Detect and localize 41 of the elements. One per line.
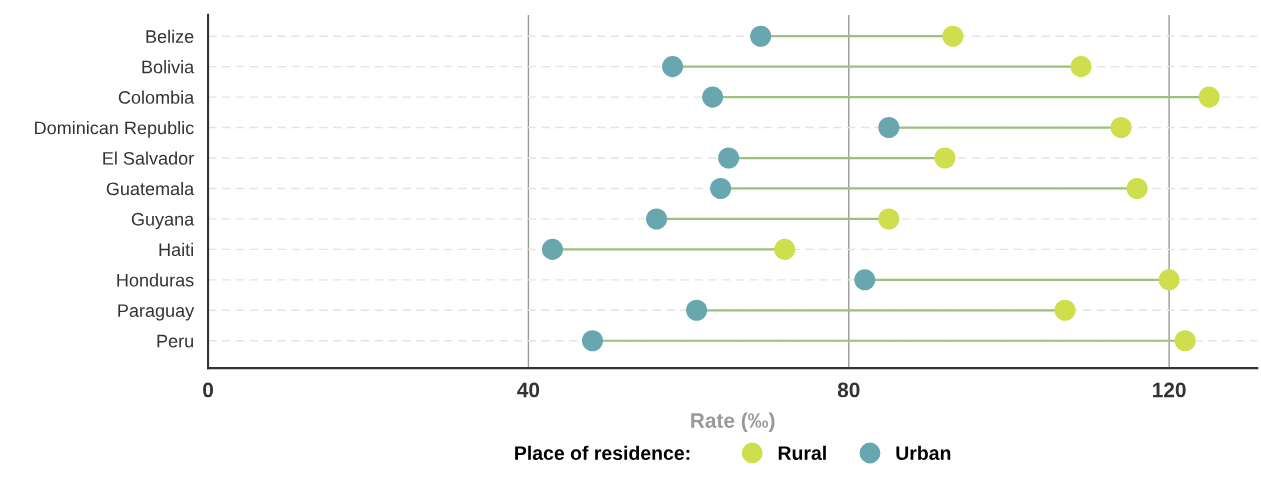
point [702, 86, 724, 108]
point [686, 299, 708, 321]
point [1070, 56, 1092, 78]
x-tick-label: 80 [837, 382, 860, 398]
y-tick-label: Guatemala [106, 181, 195, 196]
point [1174, 330, 1196, 352]
y-tick-label: Paraguay [118, 304, 195, 321]
x-tick-label: 0 [203, 382, 213, 398]
point [718, 147, 740, 169]
point [662, 56, 684, 78]
legend-title: Place of residence: [515, 445, 690, 460]
point [878, 117, 900, 139]
y-tick-label: Honduras [117, 273, 194, 287]
y-tick-label: El Salvador [103, 151, 194, 165]
y-tick-label: Guyana [131, 212, 195, 230]
point [1158, 269, 1180, 291]
y-tick-label: Haiti [159, 242, 193, 257]
point [750, 25, 772, 47]
x-tick-label: 40 [517, 382, 540, 398]
x-tick-label: 120 [1153, 382, 1186, 398]
point [878, 208, 900, 230]
y-tick-label: Dominican Republic [35, 121, 194, 138]
point [581, 330, 604, 352]
y-tick-label: Colombia [118, 90, 195, 104]
point [710, 177, 732, 200]
point [774, 238, 796, 260]
point [942, 25, 964, 47]
y-tick-label: Bolivia [142, 60, 195, 74]
y-tick-label: Peru [157, 334, 193, 348]
point [934, 147, 956, 169]
legend-label: Rural [778, 445, 826, 460]
point [854, 269, 876, 291]
point [1054, 299, 1076, 321]
x-axis-title: Rate (‰) [691, 412, 775, 432]
y-tick-label: Belize [146, 29, 194, 43]
point [1198, 86, 1220, 108]
legend-label: Urban [896, 445, 951, 460]
point [541, 238, 563, 260]
point [1110, 117, 1132, 139]
point [646, 208, 668, 230]
point [1126, 177, 1148, 200]
